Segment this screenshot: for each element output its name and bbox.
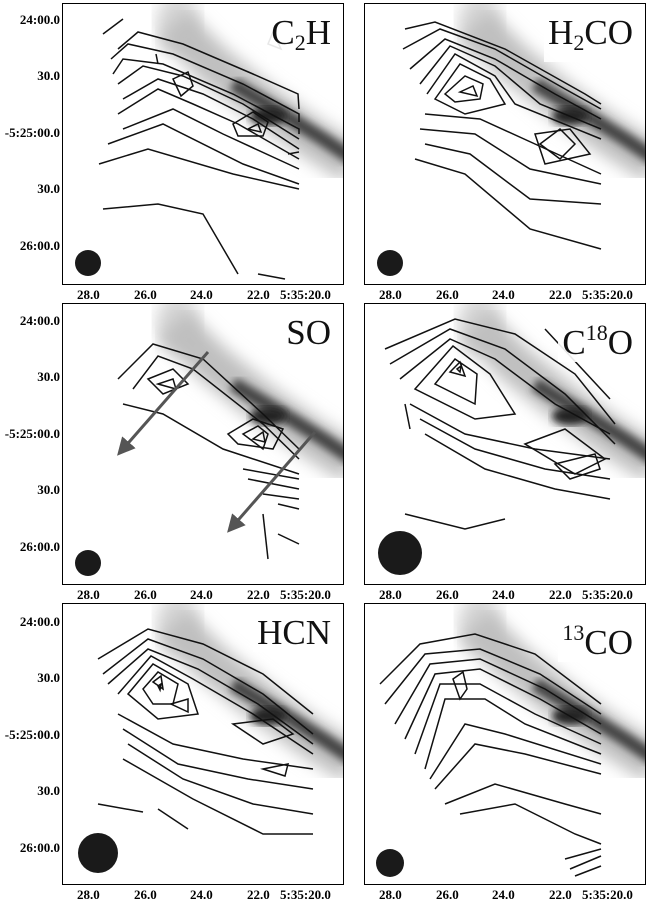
panel-image (78, 604, 343, 873)
x-tick: 22.0 (549, 287, 572, 302)
outflow-arrows (117, 351, 317, 533)
panel-label: SO (282, 314, 335, 352)
x-tick: 28.0 (77, 587, 100, 602)
background-emission (458, 304, 645, 481)
x-tick: 24.0 (492, 287, 515, 302)
y-tick: 30.0 (37, 181, 60, 196)
beam-marker (75, 250, 101, 276)
x-tick: 22.0 (549, 587, 572, 602)
x-tick: 26.0 (134, 587, 157, 602)
background-emission (156, 304, 343, 481)
x-tick: 5:35:20.0 (582, 887, 633, 902)
x-tick: 24.0 (190, 887, 213, 902)
x-tick: 26.0 (436, 287, 459, 302)
panel-so: SO (62, 303, 344, 585)
panel-label: C2H (267, 14, 335, 62)
contours (379, 633, 602, 877)
panel-label: C18O (558, 314, 637, 362)
y-tick: 30.0 (37, 482, 60, 497)
y-tick: 30.0 (37, 68, 60, 83)
y-tick: -5:25:00.0 (4, 727, 60, 742)
x-tick: 5:35:20.0 (582, 287, 633, 302)
panel-image (75, 4, 343, 280)
y-tick: 24:00.0 (19, 313, 60, 328)
beam-marker (377, 250, 403, 276)
contours (98, 18, 300, 280)
contours (97, 628, 314, 835)
panel-label: H2CO (544, 14, 637, 62)
y-tick: 24:00.0 (19, 12, 60, 27)
x-tick: 5:35:20.0 (280, 287, 331, 302)
y-tick: 26:00.0 (19, 238, 60, 253)
x-tick: 28.0 (379, 287, 402, 302)
beam-marker (75, 550, 101, 576)
x-tick: 26.0 (436, 887, 459, 902)
x-tick: 26.0 (436, 587, 459, 602)
beam-marker (78, 833, 118, 873)
panel-image (377, 4, 645, 276)
y-tick: 30.0 (37, 783, 60, 798)
x-tick: 22.0 (247, 287, 270, 302)
x-tick: 28.0 (379, 887, 402, 902)
x-tick: 28.0 (379, 587, 402, 602)
panel-13co: 13CO (364, 603, 646, 885)
panel-h2co: H2CO (364, 3, 646, 285)
y-tick: 26:00.0 (19, 539, 60, 554)
panel-image (75, 304, 343, 576)
x-tick: 26.0 (134, 887, 157, 902)
panel-image (376, 604, 645, 877)
beam-marker (376, 849, 404, 877)
x-tick: 24.0 (492, 587, 515, 602)
beam-marker (378, 531, 422, 575)
x-tick: 22.0 (247, 887, 270, 902)
x-tick: 5:35:20.0 (582, 587, 633, 602)
x-tick: 5:35:20.0 (280, 587, 331, 602)
contours (384, 318, 616, 530)
y-tick: 24:00.0 (19, 614, 60, 629)
y-tick: -5:25:00.0 (4, 125, 60, 140)
y-tick: -5:25:00.0 (4, 426, 60, 441)
x-tick: 28.0 (77, 287, 100, 302)
x-tick: 24.0 (190, 587, 213, 602)
y-tick: 26:00.0 (19, 840, 60, 855)
x-tick: 24.0 (492, 887, 515, 902)
contours (402, 21, 602, 250)
panel-image (378, 304, 645, 575)
x-tick: 22.0 (549, 887, 572, 902)
x-tick: 28.0 (77, 887, 100, 902)
panel-label: HCN (253, 614, 335, 652)
panel-c18o: C18O (364, 303, 646, 585)
panel-hcn: HCN (62, 603, 344, 885)
panel-c2h: C2H (62, 3, 344, 285)
x-tick: 24.0 (190, 287, 213, 302)
y-tick: 30.0 (37, 369, 60, 384)
x-tick: 22.0 (247, 587, 270, 602)
panel-label: 13CO (558, 614, 637, 662)
x-tick: 5:35:20.0 (280, 887, 331, 902)
x-tick: 26.0 (134, 287, 157, 302)
y-tick: 30.0 (37, 670, 60, 685)
